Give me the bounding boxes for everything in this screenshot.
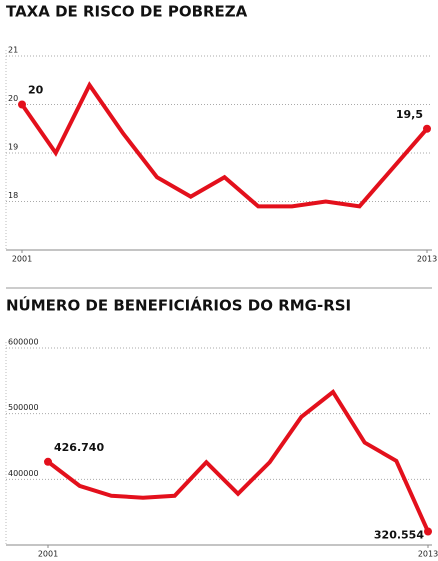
y-tick-label: 18 — [8, 191, 18, 200]
x-tick-label: 2013 — [417, 255, 437, 264]
y-tick-label: 500000 — [8, 403, 39, 412]
data-label: 19,5 — [396, 108, 423, 121]
x-tick-label: 2013 — [418, 550, 438, 559]
y-tick-label: 21 — [8, 46, 18, 55]
data-label: 320.554 — [374, 529, 424, 542]
line — [20, 81, 429, 209]
point — [18, 100, 26, 109]
data-label: 20 — [28, 84, 44, 97]
y-tick-label: 19 — [8, 143, 18, 152]
point — [44, 457, 52, 466]
x-tick-label: 2001 — [38, 550, 58, 559]
line — [46, 389, 430, 533]
y-tick-label: 400000 — [8, 469, 39, 478]
data-label: 426.740 — [54, 441, 104, 454]
y-tick-label: 20 — [8, 94, 18, 103]
chart-title: TAXA DE RISCO DE POBREZA — [6, 3, 248, 21]
point — [423, 124, 431, 133]
x-tick-label: 2001 — [12, 255, 32, 264]
chart-title: NÚMERO DE BENEFICIÁRIOS DO RMG-RSI — [6, 296, 351, 315]
point — [424, 527, 432, 536]
y-tick-label: 600000 — [8, 338, 39, 347]
